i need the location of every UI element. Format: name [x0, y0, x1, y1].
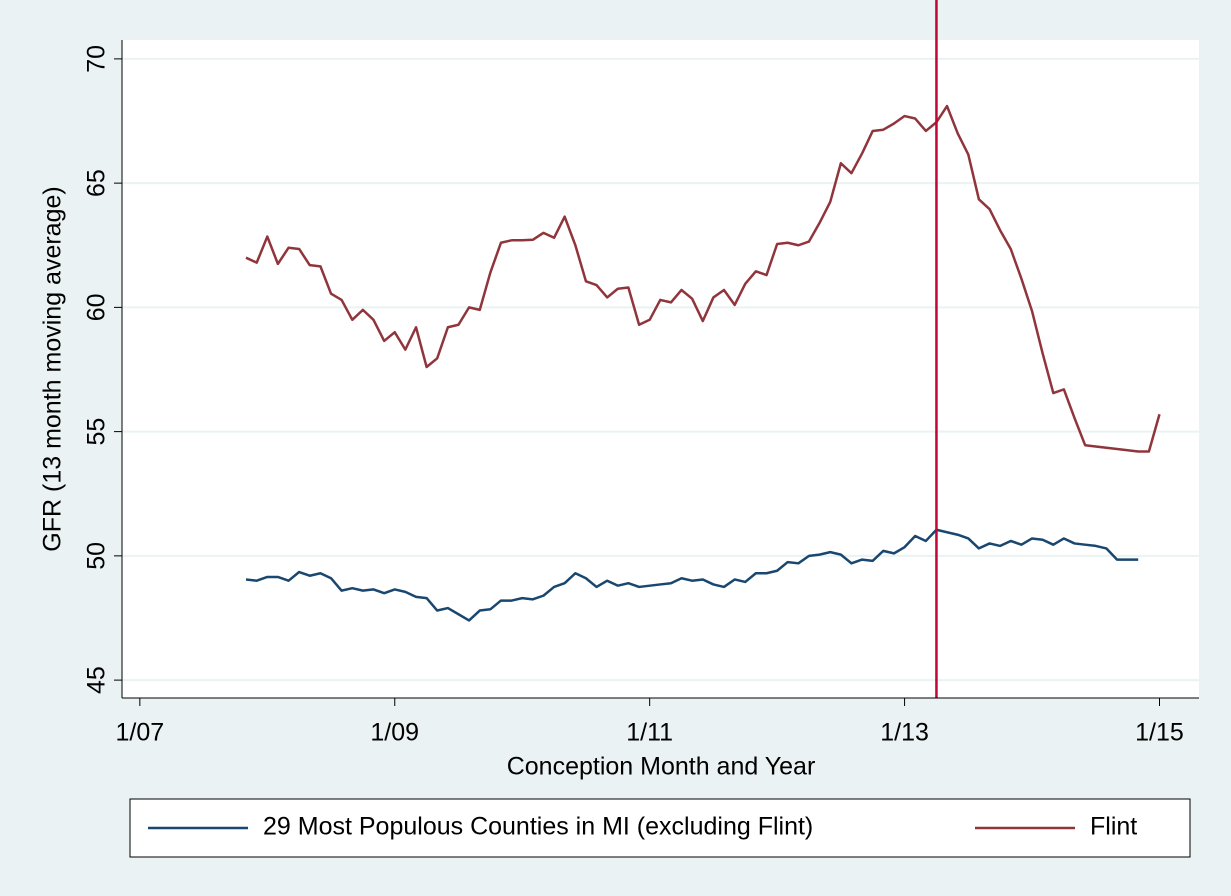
- y-tick-label: 60: [83, 293, 111, 321]
- x-tick-label: 1/07: [116, 719, 165, 747]
- series-line: [245, 104, 1161, 453]
- y-axis-title: GFR (13 month moving average): [39, 186, 67, 551]
- legend-label: Flint: [1090, 813, 1137, 841]
- y-tick-label: 65: [83, 169, 111, 197]
- y-tick-label: 45: [83, 666, 111, 694]
- x-tick-label: 1/15: [1135, 719, 1184, 747]
- x-axis-title: Conception Month and Year: [507, 753, 816, 781]
- x-tick-label: 1/13: [880, 719, 929, 747]
- x-tick-label: 1/09: [370, 719, 419, 747]
- legend-entries: 29 Most Populous Counties in MI (excludi…: [148, 813, 1137, 841]
- y-tick-label: 55: [83, 418, 111, 446]
- plot-area: [122, 40, 1199, 698]
- y-tick-label: 50: [83, 542, 111, 570]
- series-line: [245, 528, 1139, 622]
- plot: [245, 0, 1161, 698]
- x-tick-label: 1/11: [626, 719, 673, 747]
- legend-label: 29 Most Populous Counties in MI (excludi…: [263, 813, 813, 841]
- y-tick-label: 70: [83, 45, 111, 73]
- grid: [122, 57, 1199, 682]
